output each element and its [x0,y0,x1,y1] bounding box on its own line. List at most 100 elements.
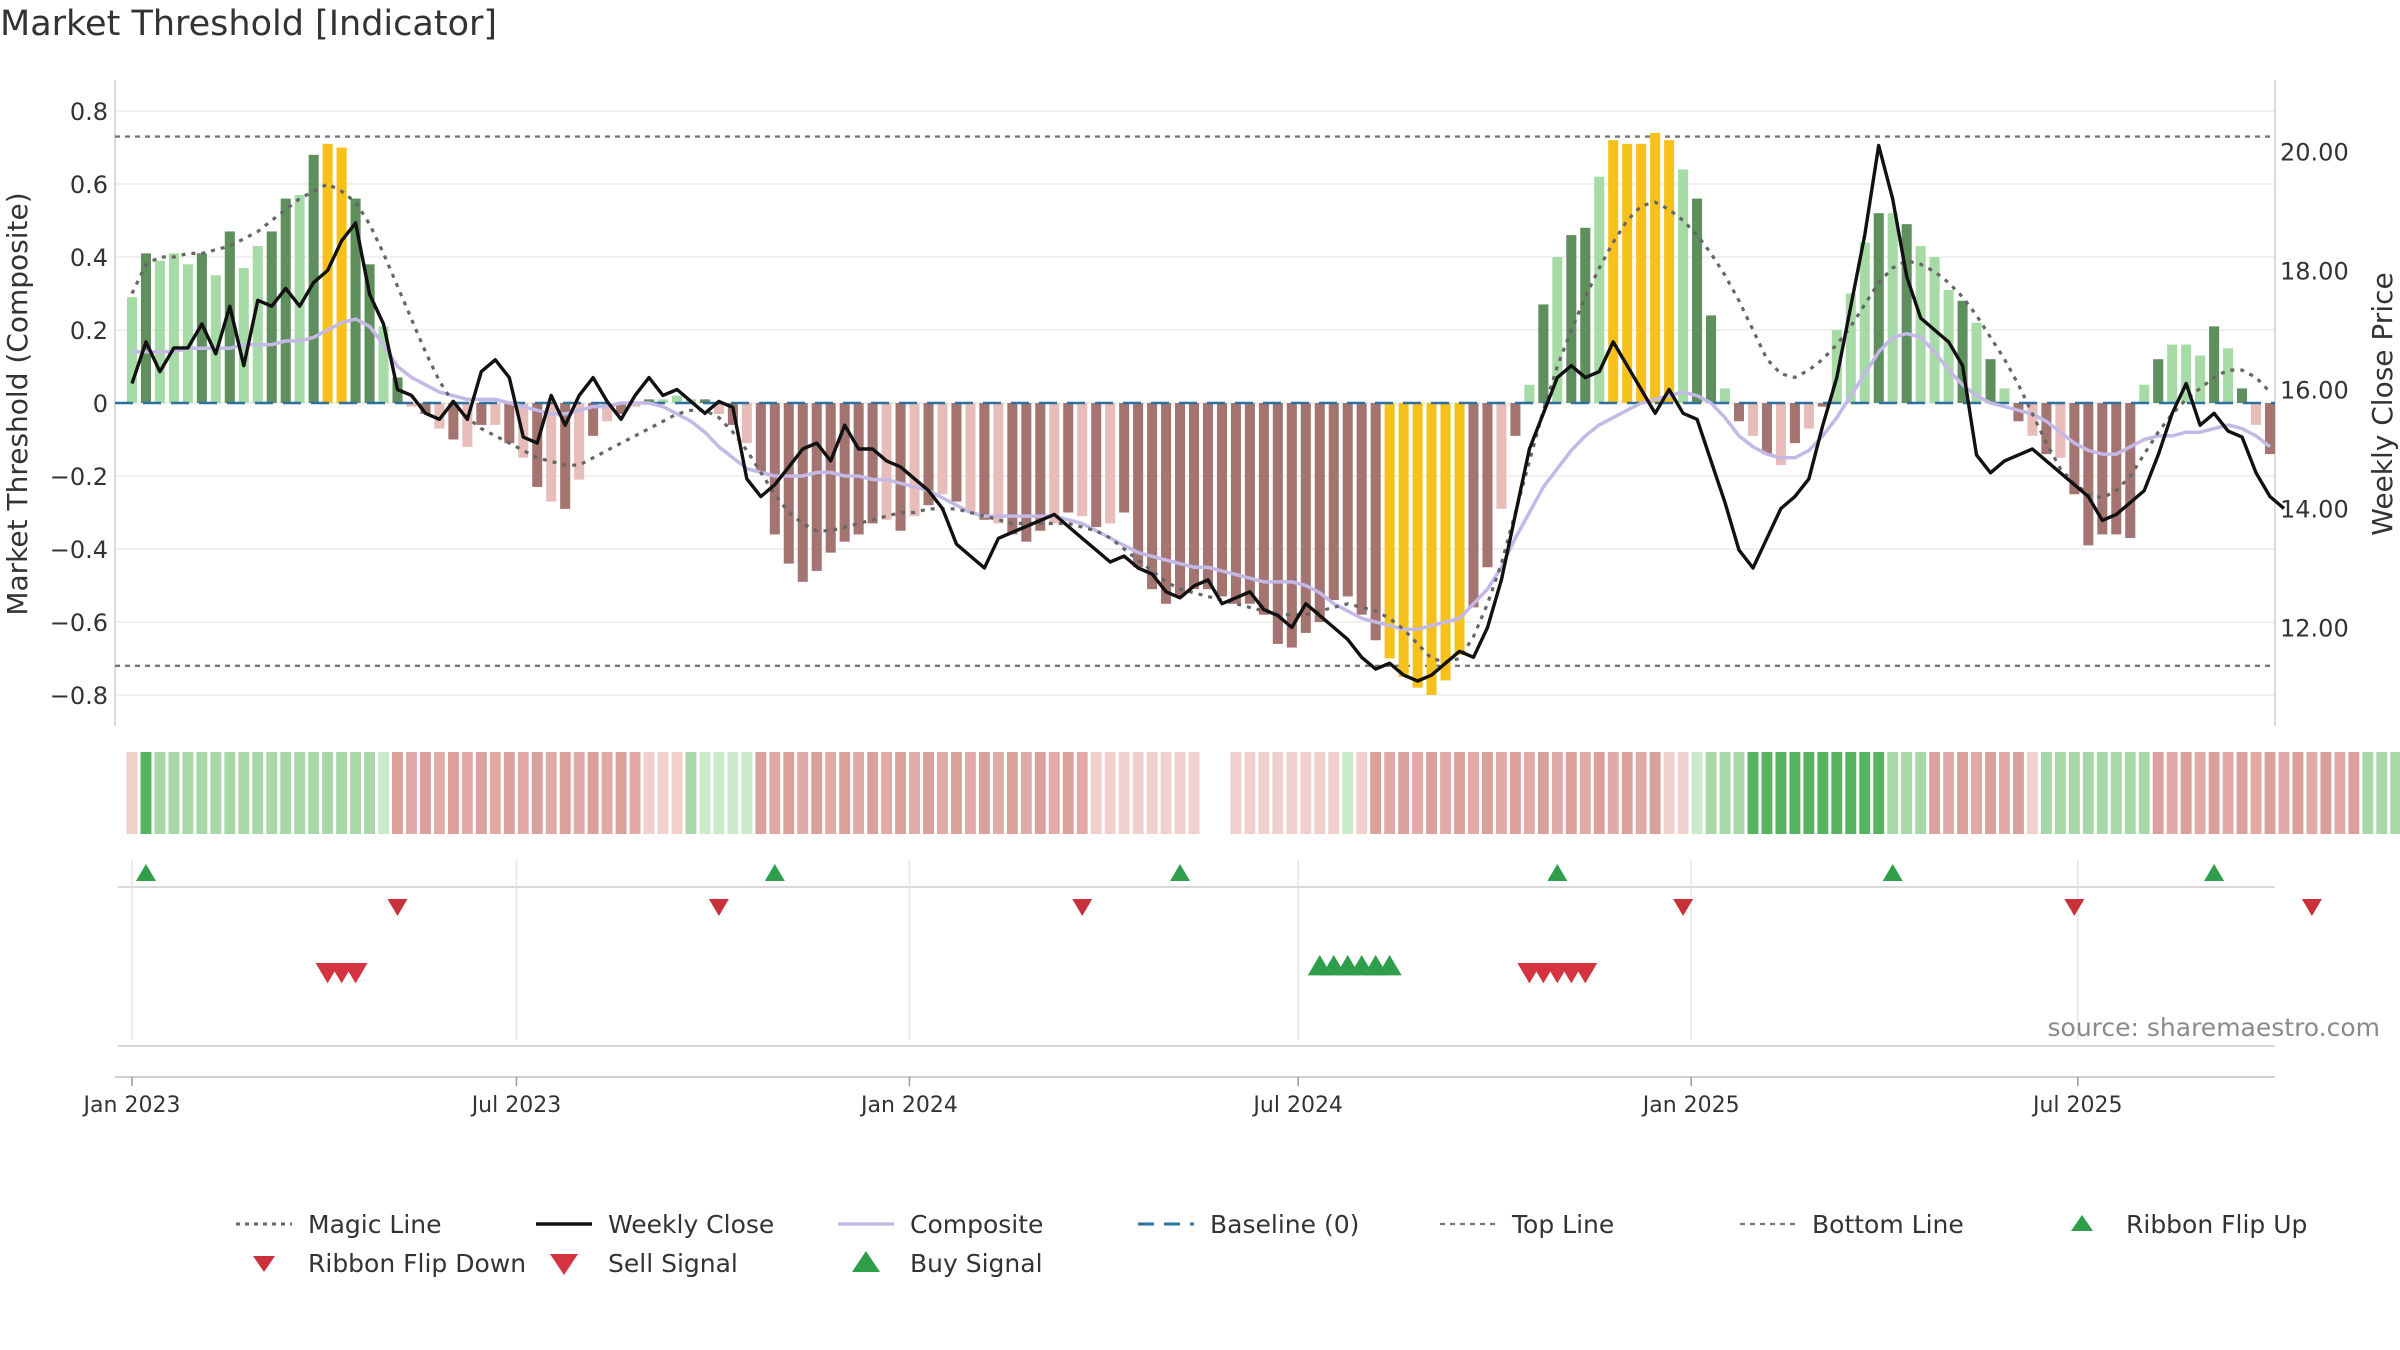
histogram-bar [2013,403,2024,422]
sell-signal-marker [1573,963,1598,984]
legend-item: Baseline (0) [1138,1210,1359,1239]
regime-strip-cell [2390,752,2400,834]
regime-strip-cell [350,752,362,834]
histogram-bar [1147,403,1158,590]
legend-swatch [253,1256,275,1272]
ribbon-flip-down-marker [1072,899,1093,916]
regime-strip-cell [825,752,837,834]
regime-strip-cell [1020,752,1032,834]
x-tick-label: Jul 2025 [2031,1093,2123,1118]
histogram-bar [1230,403,1241,604]
histogram-bar [1580,227,1591,403]
regime-strip-cell [951,752,962,834]
x-tick-label: Jan 2025 [1641,1093,1740,1118]
histogram-bar [2223,348,2234,403]
histogram-bar [1775,403,1786,466]
legend-swatch [2071,1215,2093,1231]
histogram-bar [1901,224,1912,403]
regime-strip-cell [1523,752,1535,834]
histogram-bar [2125,403,2136,539]
regime-strip-cell [294,752,306,834]
histogram-bar [238,267,249,403]
histogram-bar [1370,403,1381,641]
ribbon-flip-down-marker [2064,899,2085,916]
histogram-bar [1412,403,1423,688]
histogram-bar [1286,403,1297,648]
regime-strip-cell [1090,752,1102,834]
regime-strip-cell [126,752,138,834]
regime-strip-cell [1957,752,1969,834]
histogram-bar [1384,403,1395,659]
regime-strip-cell [2180,752,2192,834]
left-tick-label: −0.2 [50,463,108,491]
histogram-bar [462,403,473,447]
regime-strip-cell [378,752,389,834]
legend-label: Sell Signal [608,1249,738,1278]
histogram-bar [406,403,417,407]
regime-strip-cell [196,752,208,834]
regime-strip-cell [2320,752,2332,834]
histogram-bar [769,403,780,535]
regime-strip-cell [2068,752,2080,834]
histogram-bar [2153,359,2164,403]
histogram-bar [1692,198,1703,403]
sell-signal-marker [343,963,368,984]
histogram-bar [2139,384,2150,403]
histogram-bar [140,253,152,403]
regime-strip-cell [1719,752,1731,834]
histogram-bar [350,198,361,403]
regime-strip-cell [475,752,487,834]
regime-strip-cell [1426,752,1438,834]
x-tick-label: Jul 2023 [470,1093,562,1118]
histogram-bar [1342,403,1353,597]
histogram-bar [294,194,305,403]
histogram-bar [1845,293,1856,403]
legend-label: Composite [910,1210,1043,1239]
regime-strip-cell [2096,752,2108,834]
histogram-bar [699,399,710,403]
histogram-bar [1650,132,1661,403]
regime-strip-cell [1314,752,1326,834]
regime-strip-cell [2013,752,2024,834]
histogram-bar [378,326,389,403]
regime-strip-cell [1160,752,1172,834]
histogram-bar [1608,140,1619,403]
x-tick-label: Jan 2023 [82,1093,181,1118]
regime-strip-cell [238,752,250,834]
regime-strip-cell [811,752,823,834]
regime-strip-cell [1188,752,1200,834]
legend-item: Buy Signal [852,1249,1043,1278]
histogram-bar [2237,388,2248,403]
histogram-bar [1426,403,1437,695]
left-tick-label: 0.8 [70,98,108,126]
histogram-bar [490,403,501,425]
legend-label: Ribbon Flip Up [2126,1210,2307,1239]
legend-swatch [550,1254,578,1275]
histogram-bar [1496,403,1507,509]
regime-strip-cell [322,752,334,834]
regime-strip-cell [1775,752,1787,834]
regime-strip-cell [2166,752,2178,834]
left-axis-label: Market Threshold (Composite) [1,192,34,615]
regime-strip-cell [1482,752,1493,834]
histogram-bar [923,403,934,506]
regime-strip-cell [168,752,180,834]
regime-strip-cell [140,752,152,834]
histogram-bar [2250,403,2262,425]
regime-strip-cell [797,752,809,834]
regime-strip-cell [1733,752,1745,834]
histogram-bar [937,403,948,495]
histogram-bar [1915,246,1926,403]
regime-strip-cell [1495,752,1507,834]
regime-strip-cell [629,752,641,834]
regime-strip-cell [1761,752,1773,834]
regime-strip-cell [1887,752,1899,834]
histogram-bar [574,403,585,480]
left-tick-label: −0.8 [50,682,108,710]
histogram-bar [336,147,347,403]
regime-strip-cell [336,752,348,834]
regime-strip-cell [182,752,194,834]
histogram-bar [182,264,193,403]
ribbon-flip-up-marker [764,864,785,881]
histogram-bar [797,403,808,582]
